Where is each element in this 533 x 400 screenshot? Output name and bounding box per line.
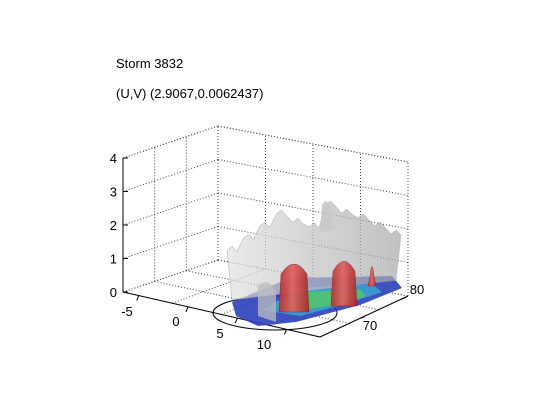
x-tick-label: 5 (216, 326, 223, 341)
y-tick-label: 70 (363, 318, 377, 333)
z-tick-label: 2 (110, 218, 117, 233)
x-tick-label: -5 (121, 304, 133, 319)
z-tick-label: 3 (110, 185, 117, 200)
x-tick-label: 10 (257, 337, 271, 352)
chart-title: Storm 3832 (116, 56, 184, 71)
y-tick-label: 80 (410, 282, 424, 297)
red-core (367, 266, 377, 287)
z-tick-label: 4 (110, 151, 117, 166)
grid-line (122, 159, 219, 192)
x-tick-label: 0 (172, 314, 179, 329)
x-tick-mark (234, 317, 238, 324)
red-core (278, 263, 310, 313)
grid-line (122, 259, 219, 293)
grey-isosurface-shell (226, 200, 402, 301)
z-tick-label: 1 (110, 252, 117, 267)
red-core (330, 261, 358, 307)
grid-line (122, 226, 219, 259)
tick-labels: 0 1 2 3 4 -5 0 5 10 70 80 (110, 151, 424, 352)
x-tick-mark (136, 295, 140, 301)
x-tick-mark (185, 306, 189, 313)
z-tick-label: 0 (110, 285, 117, 300)
grid-line (217, 159, 409, 196)
grey-spike (320, 200, 334, 232)
y-tick-mark (359, 316, 365, 320)
grid-line (122, 125, 219, 159)
red-core-isosurfaces (278, 261, 377, 313)
grid-line (217, 125, 409, 163)
y-tick-mark (400, 296, 407, 300)
chart-subtitle: (U,V) (2.9067,0.0062437) (116, 86, 264, 101)
grey-front-lobe (258, 282, 276, 322)
grey-isosurface (226, 200, 402, 322)
grid-line (122, 192, 219, 226)
